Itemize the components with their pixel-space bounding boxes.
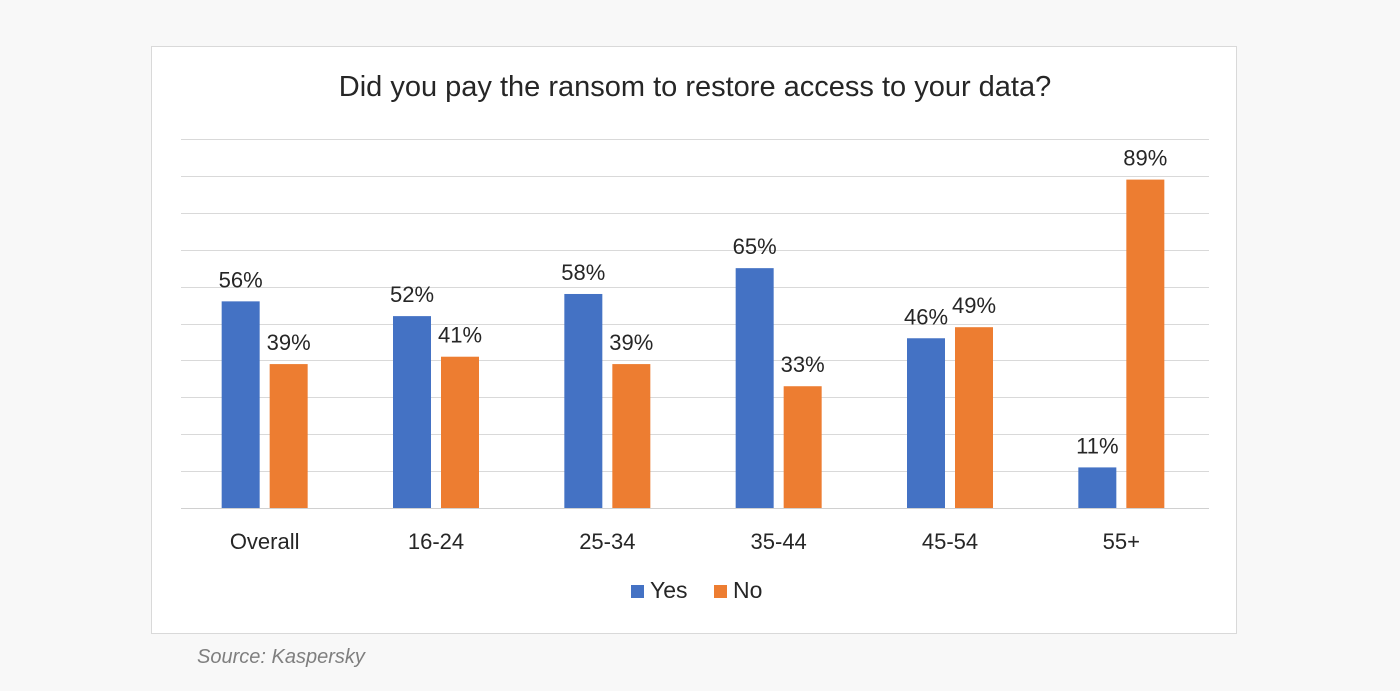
bar-no-4554 (955, 327, 993, 508)
category-label: Overall (230, 529, 300, 554)
data-label: 33% (781, 352, 825, 377)
bar-yes-2534 (564, 293, 603, 508)
bar-no-1624 (441, 356, 479, 508)
bar-yes-1624 (393, 316, 431, 508)
category-axis: Overall 16-24 25-34 35-44 45-54 55+ (230, 529, 1140, 554)
bar-yes-4554 (907, 338, 945, 508)
data-labels: 56% 39% 52%41% 58% 39% 65% 33% 46% 49% 11% 89% (219, 146, 1168, 459)
chart-title: Did you pay the ransom to restore access… (339, 71, 1051, 103)
bar-no-overall (269, 364, 308, 508)
bar-chart: Did you pay the ransom to restore access… (181, 71, 1209, 603)
bar-no-2534 (612, 364, 651, 508)
bar-no-3544 (783, 386, 822, 508)
bar-yes-overall (221, 301, 260, 508)
bar-yes-55 (1078, 467, 1117, 508)
data-label: 41% (438, 323, 482, 348)
gridlines (181, 139, 1209, 509)
data-label: 58% (561, 260, 605, 285)
source-note: Source: Kaspersky (197, 646, 365, 668)
bar-no-55 (1126, 179, 1165, 508)
category-label: 35-44 (751, 529, 807, 554)
category-label: 45-54 (922, 529, 978, 554)
data-label: 39% (609, 330, 653, 355)
data-label: 89% (1123, 146, 1167, 171)
data-label: 39% (267, 330, 311, 355)
bars (221, 179, 1165, 508)
legend: Yes No (631, 577, 762, 603)
data-label: 46% (904, 304, 948, 329)
bar-yes-3544 (735, 268, 774, 508)
data-label: 49% (952, 293, 996, 318)
data-label: 56% (219, 267, 263, 292)
category-label: 16-24 (408, 529, 464, 554)
data-label: 65% (733, 234, 777, 259)
legend-label: Yes (650, 577, 688, 603)
chart-frame: Did you pay the ransom to restore access… (151, 46, 1237, 634)
data-label: 11% (1076, 433, 1118, 458)
legend-label: No (733, 577, 762, 603)
legend-swatch (631, 585, 644, 598)
legend-swatch (714, 585, 727, 598)
category-label: 25-34 (579, 529, 635, 554)
data-label: 52% (390, 282, 434, 307)
category-label: 55+ (1103, 529, 1140, 554)
